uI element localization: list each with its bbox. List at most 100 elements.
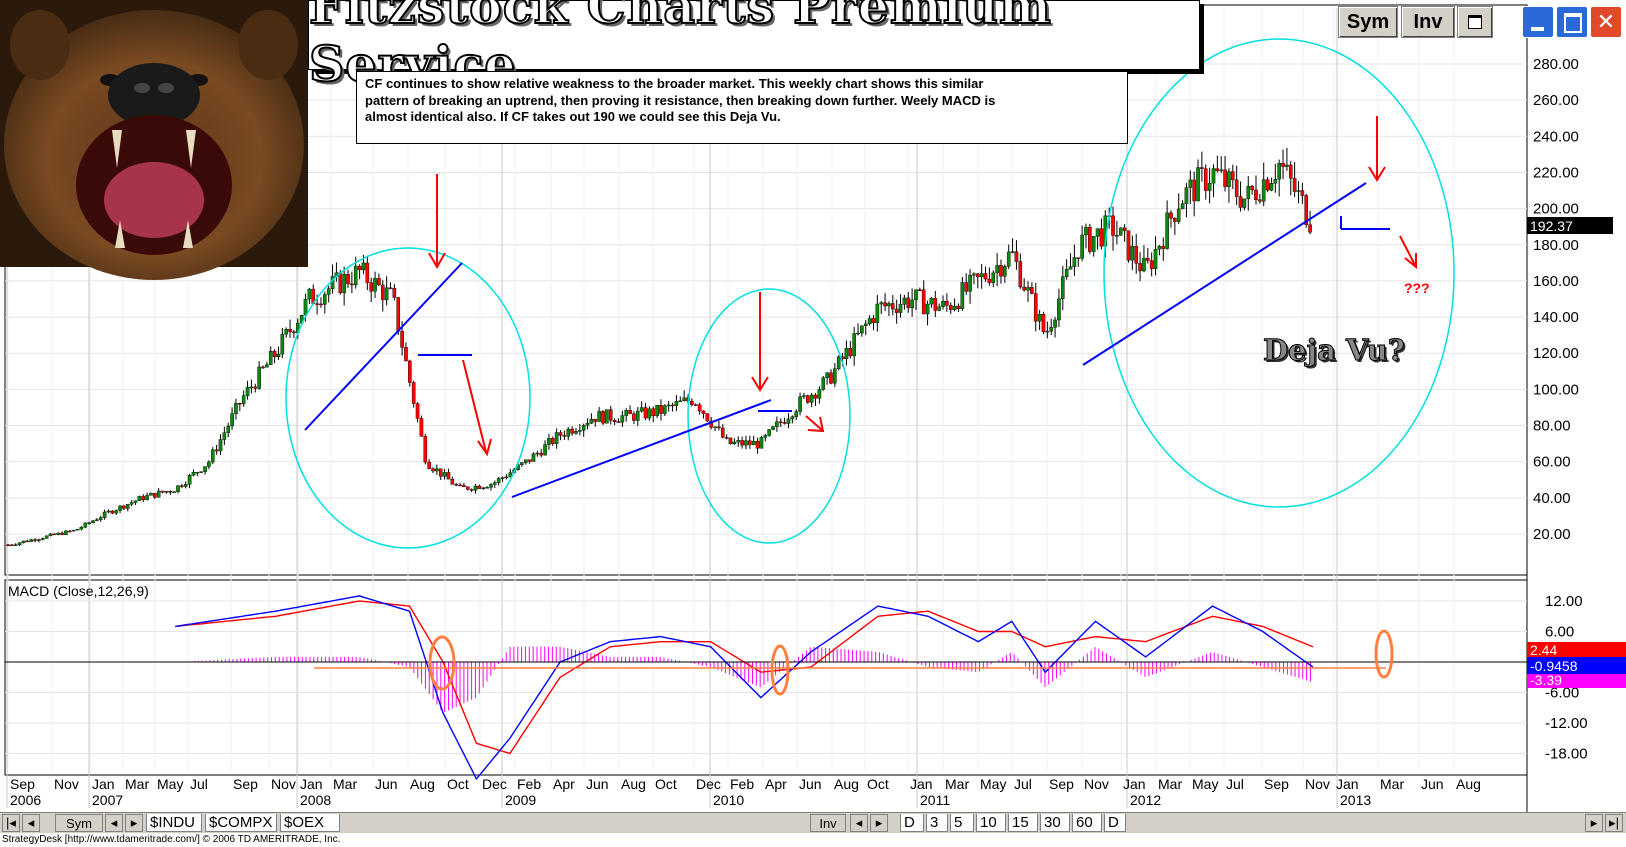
candle-body [612, 420, 617, 422]
candle-body [156, 490, 161, 498]
x-year-label: 2010 [713, 792, 744, 808]
commentary-box: CF continues to show relative weakness t… [356, 71, 1128, 144]
candle-body [991, 272, 996, 283]
sym-tab-button[interactable]: Sym [55, 814, 103, 832]
candle-body [68, 530, 72, 533]
candle-body [91, 520, 95, 523]
candle-body [10, 544, 14, 547]
scroll-last-button[interactable]: ▸| [1605, 814, 1623, 832]
x-month-label: Jan [910, 776, 933, 792]
candle-body [794, 411, 799, 417]
candle-body [983, 273, 988, 280]
candle-body [226, 425, 231, 433]
interval-10[interactable]: 10 [976, 814, 1006, 832]
interval-d2[interactable]: D [1104, 814, 1126, 832]
candle-body [222, 432, 227, 440]
candle-body [589, 418, 594, 424]
candle-body [442, 472, 447, 477]
x-month-label: Feb [730, 776, 754, 792]
arrow-down-2010 [751, 292, 769, 392]
candle-body [1037, 313, 1042, 322]
candle-body [585, 423, 590, 426]
interval-3[interactable]: 3 [926, 814, 948, 832]
candle-body [87, 522, 91, 524]
candle-body [400, 330, 404, 348]
candle-body [396, 297, 401, 332]
maximize-button[interactable] [1556, 6, 1588, 38]
candle-body [168, 491, 173, 493]
interval-5[interactable]: 5 [950, 814, 974, 832]
tab-prev-button[interactable]: ◂ [105, 814, 123, 832]
minimize-button[interactable] [1522, 6, 1554, 38]
candle-body [581, 424, 586, 431]
candle-body [1084, 226, 1088, 236]
candle-body [465, 486, 470, 490]
macd-signal-line [175, 600, 1314, 755]
candle-body [384, 287, 389, 301]
candle-body [1111, 215, 1115, 236]
candle-body [125, 504, 130, 509]
candle-body [1118, 227, 1123, 236]
interval-60[interactable]: 60 [1072, 814, 1102, 832]
candle-body [748, 440, 752, 445]
x-month-label: Jan [1123, 776, 1146, 792]
candle-body [643, 407, 648, 419]
candle-body [500, 477, 505, 479]
x-month-label: Jun [799, 776, 822, 792]
interval-d[interactable]: D [900, 814, 924, 832]
candle-body [1041, 313, 1046, 332]
x-month-label: May [1192, 776, 1218, 792]
candle-body [284, 329, 288, 335]
candle-body [1161, 245, 1166, 249]
candle-body [833, 368, 837, 384]
candle-body [44, 535, 49, 539]
candle-body [720, 427, 725, 438]
candle-body [435, 468, 439, 472]
candle-body [199, 471, 203, 473]
candle-body [1258, 199, 1262, 202]
candle-body [740, 440, 744, 446]
close-button[interactable]: ✕ [1590, 6, 1622, 38]
candle-body [102, 511, 107, 518]
candle-body [632, 413, 636, 421]
price-tick-label: 140.00 [1533, 309, 1579, 326]
x-month-label: Jun [375, 776, 398, 792]
scroll-first-button[interactable]: |◂ [2, 814, 20, 832]
candle-body [968, 275, 972, 292]
candle-body [948, 305, 953, 310]
candle-body [342, 274, 346, 294]
candle-body [894, 308, 899, 313]
arrow-down-2013 [1368, 116, 1386, 182]
x-year-label: 2006 [10, 792, 41, 808]
x-month-label: Nov [271, 776, 296, 792]
inv-prev-button[interactable]: ◂ [850, 814, 868, 832]
restore-chart-button[interactable] [1457, 6, 1493, 38]
macd-circle-2013 [1374, 629, 1394, 679]
x-month-label: Mar [333, 776, 357, 792]
tab-compx[interactable]: $COMPX [205, 814, 277, 832]
macd-circle-2010 [770, 644, 790, 696]
inv-next-button[interactable]: ▸ [870, 814, 888, 832]
x-month-label: May [157, 776, 183, 792]
x-month-label: May [980, 776, 1006, 792]
candle-body [732, 441, 737, 445]
scroll-left-button[interactable]: ◂ [22, 814, 40, 832]
scroll-right-button[interactable]: ▸ [1585, 814, 1603, 832]
tab-oex[interactable]: $OEX [280, 814, 340, 832]
tab-next-button[interactable]: ▸ [125, 814, 143, 832]
x-month-label: Jun [586, 776, 609, 792]
candle-body [1223, 169, 1227, 187]
inv-button[interactable]: Inv [1401, 6, 1455, 38]
inv-tab-button[interactable]: Inv [810, 814, 846, 832]
interval-30[interactable]: 30 [1040, 814, 1070, 832]
candle-body [520, 462, 524, 465]
interval-15[interactable]: 15 [1008, 814, 1038, 832]
candle-body [98, 517, 103, 520]
candle-body [856, 332, 860, 335]
candle-body [836, 356, 841, 369]
tab-indu[interactable]: $INDU [146, 814, 202, 832]
candle-body [52, 533, 57, 536]
candle-body [280, 333, 285, 355]
sym-button[interactable]: Sym [1338, 6, 1398, 38]
